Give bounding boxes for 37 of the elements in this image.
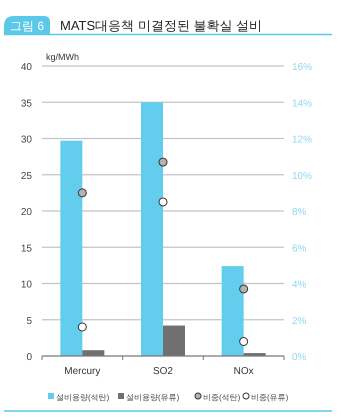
y2-tick-label: 14% — [292, 98, 312, 110]
x-tick-label: Mercury — [64, 366, 100, 377]
point — [239, 284, 248, 294]
caption: 그림 6 — [10, 19, 44, 33]
bar — [141, 102, 163, 356]
y-tick-label: 0 — [26, 352, 32, 363]
legend-label: 설비용량(유류) — [126, 393, 180, 402]
y-tick-label: 25 — [20, 170, 32, 182]
y2-tick-label: 4% — [292, 280, 307, 290]
y-tick-label: 5 — [26, 316, 32, 327]
point — [78, 188, 87, 198]
y-tick-label: 20 — [20, 207, 32, 218]
y-tick-label: 35 — [20, 98, 32, 110]
point — [158, 158, 168, 167]
legend-label: 설비용량(석탄) — [56, 393, 110, 402]
bar — [222, 266, 244, 356]
y2-tick-label: 12% — [292, 134, 312, 146]
y2-tick-label: 8% — [292, 207, 307, 218]
y-tick-label: 30 — [20, 134, 32, 146]
y-tick-label: 40 — [20, 62, 32, 73]
chart-title: MATS대응책 미결정된 불확실 설비 — [60, 18, 262, 33]
point — [158, 197, 168, 206]
legend-label: 비중(석탄) — [203, 393, 241, 402]
point — [239, 337, 248, 346]
y2-tick-label: 6% — [292, 243, 307, 254]
y2-tick-label: 16% — [292, 62, 312, 73]
legend-label: 비중(유류) — [251, 393, 289, 402]
point — [78, 322, 87, 332]
x-tick-label: NOx — [234, 366, 254, 377]
y2-tick-label: 10% — [292, 170, 312, 182]
bar — [60, 140, 82, 356]
x-tick-label: SO2 — [152, 366, 174, 377]
y-tick-label: 10 — [20, 280, 32, 290]
y-tick-label: 15 — [20, 243, 32, 254]
y-axis-title: kg/MWh — [46, 52, 80, 62]
y2-tick-label: 2% — [292, 316, 307, 327]
y2-tick-label: 0% — [292, 352, 307, 363]
